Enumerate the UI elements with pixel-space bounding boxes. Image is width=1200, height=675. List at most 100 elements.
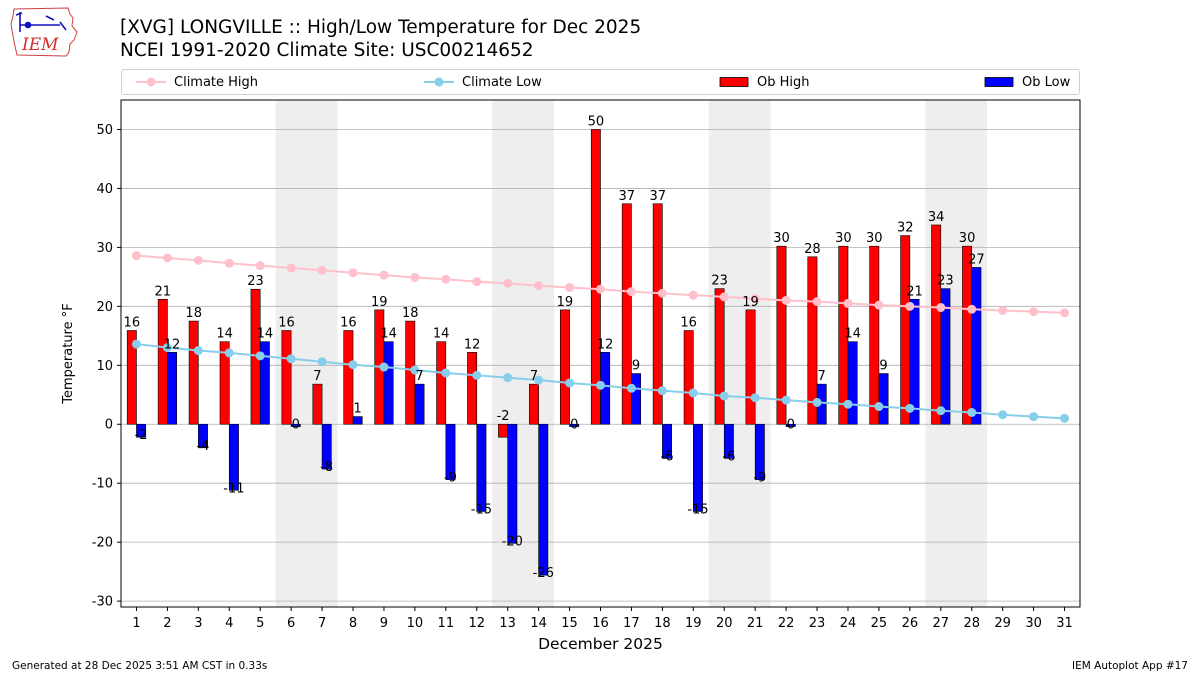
ob-high-label: 30 bbox=[773, 231, 790, 246]
x-tick-label: 17 bbox=[623, 616, 640, 631]
x-tick-label: 11 bbox=[438, 616, 455, 631]
ob-high-label: 18 bbox=[185, 306, 202, 321]
ob-high-label: 19 bbox=[557, 295, 574, 310]
ob-low-bar bbox=[259, 341, 270, 425]
ob-low-bar bbox=[198, 423, 208, 449]
y-tick-label: 30 bbox=[96, 241, 113, 256]
climate-low-point bbox=[162, 343, 172, 353]
climate-low-point bbox=[905, 403, 915, 413]
climate-low-point bbox=[565, 378, 575, 388]
ob-low-bar bbox=[878, 373, 889, 425]
ob-high-label: 16 bbox=[340, 316, 357, 331]
ob-low-label: 1 bbox=[354, 402, 362, 417]
ob-high-label: 21 bbox=[154, 284, 171, 299]
ob-high-bar bbox=[900, 235, 911, 425]
climate-low-point bbox=[843, 399, 853, 409]
x-tick-label: 16 bbox=[592, 616, 609, 631]
ob-low-bar bbox=[971, 267, 982, 425]
y-tick-label: -10 bbox=[92, 477, 113, 492]
ob-high-bar bbox=[436, 341, 447, 425]
climate-low-point bbox=[410, 365, 420, 375]
ob-low-bar bbox=[538, 423, 549, 576]
legend-item-climate-high: Climate High bbox=[136, 70, 258, 94]
climate-high-point bbox=[565, 282, 575, 292]
ob-low-bar bbox=[383, 341, 394, 425]
x-tick-label: 3 bbox=[194, 616, 202, 631]
ob-high-label: 32 bbox=[897, 221, 914, 236]
legend-item-climate-low: Climate Low bbox=[424, 70, 542, 94]
y-tick-label: -20 bbox=[92, 536, 113, 551]
legend: Climate High Climate Low Ob High Ob Low bbox=[121, 69, 1080, 95]
climate-high-point bbox=[410, 272, 420, 282]
climate-high-point bbox=[781, 295, 791, 305]
ob-high-label: 7 bbox=[530, 369, 538, 384]
climate-high-point bbox=[1060, 308, 1070, 318]
ob-low-label: 21 bbox=[906, 284, 923, 299]
climate-low-point bbox=[317, 357, 327, 367]
ob-high-bar bbox=[529, 383, 539, 425]
ob-low-label: 7 bbox=[818, 369, 826, 384]
climate-low-point bbox=[596, 380, 605, 390]
ob-high-label: 16 bbox=[680, 316, 697, 331]
ob-high-bar bbox=[343, 330, 354, 425]
ob-low-label: -9 bbox=[753, 471, 766, 486]
climate-high-point bbox=[286, 263, 296, 273]
x-tick-label: 9 bbox=[380, 616, 388, 631]
weather-station-icon bbox=[15, 12, 67, 32]
ob-low-label: -11 bbox=[223, 481, 244, 496]
ob-high-bar bbox=[838, 245, 849, 425]
climate-low-point bbox=[286, 354, 296, 364]
ob-low-bar bbox=[662, 423, 672, 459]
chart-title: [XVG] LONGVILLE :: High/Low Temperature … bbox=[120, 17, 642, 38]
climate-low-point bbox=[967, 407, 977, 417]
climate-high-point bbox=[657, 288, 667, 298]
x-tick-label: 10 bbox=[407, 616, 424, 631]
climate-low-point bbox=[781, 395, 791, 405]
x-tick-label: 26 bbox=[902, 616, 919, 631]
x-tick-label: 23 bbox=[809, 616, 826, 631]
x-tick-label: 21 bbox=[747, 616, 764, 631]
ob-low-label: 9 bbox=[879, 359, 887, 374]
ob-high-label: 19 bbox=[742, 295, 759, 310]
iem-logo-text: IEM bbox=[21, 35, 59, 55]
ob-high-bar bbox=[714, 288, 725, 425]
x-tick-label: 7 bbox=[318, 616, 326, 631]
climate-low-point bbox=[255, 351, 265, 361]
climate-low-point bbox=[657, 386, 667, 396]
climate-low-point bbox=[1029, 412, 1039, 422]
ob-low-bar bbox=[940, 288, 951, 425]
climate-high-point bbox=[193, 255, 203, 265]
ob-low-bar bbox=[228, 423, 239, 491]
x-tick-label: 18 bbox=[654, 616, 671, 631]
ob-low-label: 23 bbox=[937, 274, 954, 289]
ob-low-label: 9 bbox=[632, 359, 640, 374]
x-tick-label: 27 bbox=[933, 616, 950, 631]
ob-high-bar bbox=[807, 256, 818, 425]
x-tick-label: 1 bbox=[132, 616, 140, 631]
x-tick-label: 5 bbox=[256, 616, 264, 631]
ob-high-bar bbox=[281, 330, 292, 425]
ob-low-bar bbox=[290, 423, 301, 427]
x-tick-label: 19 bbox=[685, 616, 702, 631]
climate-low-point bbox=[874, 402, 884, 412]
legend-label-climate-high: Climate High bbox=[174, 74, 259, 90]
ob-high-label: 18 bbox=[402, 306, 419, 321]
ob-high-bar bbox=[683, 330, 694, 425]
ob-low-bar bbox=[631, 373, 642, 425]
climate-low-point bbox=[719, 391, 729, 401]
ob-high-label: 23 bbox=[247, 274, 264, 289]
ob-high-label: -2 bbox=[497, 409, 510, 424]
ob-low-label: 7 bbox=[415, 369, 423, 384]
y-tick-label: 50 bbox=[96, 123, 113, 138]
y-tick-label: 20 bbox=[96, 300, 113, 315]
x-tick-label: 2 bbox=[163, 616, 171, 631]
x-axis-title: December 2025 bbox=[538, 635, 663, 653]
ob-low-label: -6 bbox=[722, 449, 735, 464]
ob-high-bar bbox=[219, 341, 230, 425]
ob-low-bar bbox=[507, 423, 518, 544]
climate-high-point bbox=[626, 287, 636, 297]
x-tick-label: 25 bbox=[871, 616, 888, 631]
ob-high-label: 23 bbox=[711, 274, 728, 289]
ob-low-label: -2 bbox=[135, 428, 148, 443]
ob-high-label: 37 bbox=[619, 189, 636, 204]
